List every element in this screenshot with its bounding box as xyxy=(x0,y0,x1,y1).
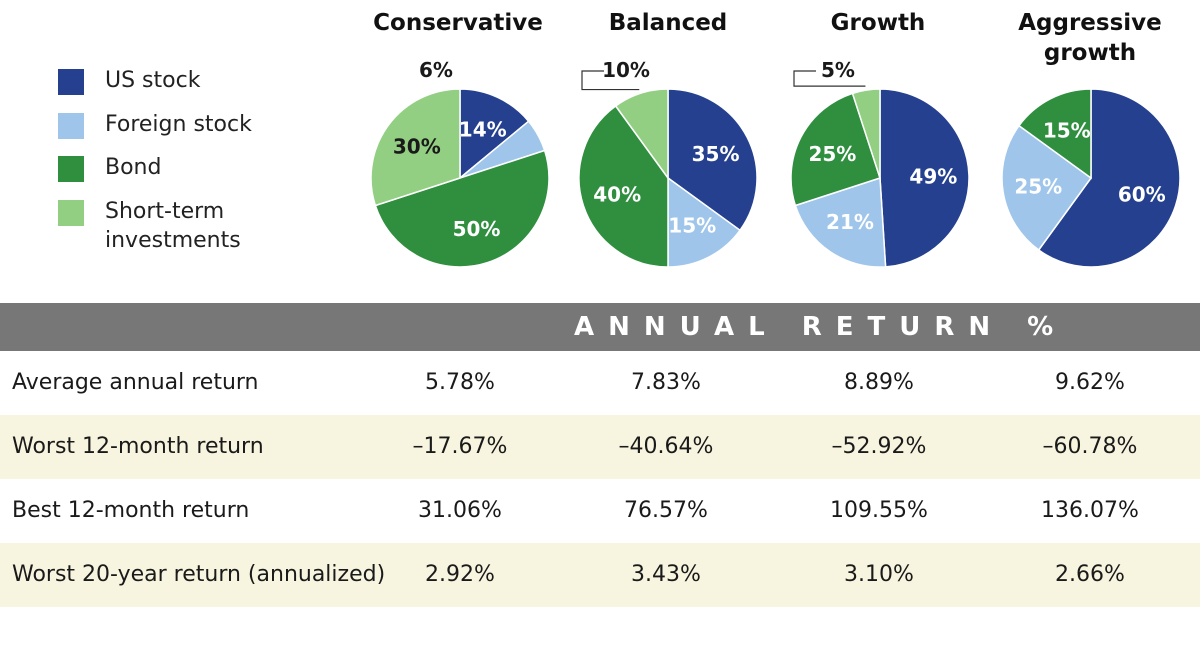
pie-slice xyxy=(879,88,970,268)
table-cell: 9.62% xyxy=(1055,370,1125,395)
table-cell: –17.67% xyxy=(412,434,508,459)
slice-label: 49% xyxy=(909,164,957,188)
slice-label: 21% xyxy=(826,210,874,234)
table-cell: 2.92% xyxy=(425,562,495,587)
legend-swatch xyxy=(58,113,84,139)
pie-slice xyxy=(578,104,669,268)
slice-label: 40% xyxy=(593,183,641,207)
slice-label: 14% xyxy=(459,118,507,142)
pie-chart: 49% 21% 25% 5% xyxy=(790,58,970,268)
leader-line xyxy=(581,70,640,91)
pie-title-balanced: Balanced xyxy=(608,10,728,36)
table-row-cutoff xyxy=(0,607,1200,671)
legend-label: Short-term investments xyxy=(105,199,241,253)
slice-label: 50% xyxy=(453,217,501,241)
pie-slice xyxy=(1037,88,1181,268)
table-cell: 8.89% xyxy=(844,370,914,395)
table-row: Worst 12-month return –17.67% –40.64% –5… xyxy=(0,415,1200,479)
table-cell: 7.83% xyxy=(631,370,701,395)
slice-label: 15% xyxy=(1043,118,1091,142)
table-row: Average annual return 5.78% 7.83% 8.89% … xyxy=(0,351,1200,415)
table-cell: 136.07% xyxy=(1041,498,1139,523)
row-label: Average annual return xyxy=(12,370,259,395)
slice-label: 15% xyxy=(668,214,716,238)
slice-label: 60% xyxy=(1118,183,1166,207)
row-label: Best 12-month return xyxy=(12,498,250,523)
row-label: Worst 12-month return xyxy=(12,434,264,459)
table-cell: –52.92% xyxy=(831,434,927,459)
slice-label: 6% xyxy=(419,58,453,82)
pie-slice xyxy=(667,176,742,268)
table-cell: –60.78% xyxy=(1042,434,1138,459)
table-cell: 31.06% xyxy=(418,498,502,523)
pie-slice xyxy=(374,149,550,268)
legend-swatch xyxy=(58,156,84,182)
table-cell: 109.55% xyxy=(830,498,928,523)
table-cell: 2.66% xyxy=(1055,562,1125,587)
slice-label: 30% xyxy=(393,135,441,159)
row-label: Worst 20-year return (annualized) xyxy=(12,562,386,587)
table-cell: 3.10% xyxy=(844,562,914,587)
table-cell: –40.64% xyxy=(618,434,714,459)
table-row: Best 12-month return 31.06% 76.57% 109.5… xyxy=(0,479,1200,543)
pie-slice xyxy=(1017,88,1092,180)
legend-label: Foreign stock xyxy=(105,112,252,137)
pie-chart: 60% 25% 15% xyxy=(1001,88,1181,268)
legend-label: Bond xyxy=(105,155,162,180)
table-cell: 3.43% xyxy=(631,562,701,587)
pie-slice xyxy=(667,88,758,232)
pie-slice xyxy=(370,88,461,207)
pie-chart: 14% 6% 50% 30% xyxy=(370,58,550,268)
pie-slice xyxy=(851,88,881,179)
legend-swatch xyxy=(58,200,84,226)
pie-slice xyxy=(614,88,669,181)
pie-slice xyxy=(459,88,530,180)
pie-slice xyxy=(794,176,887,268)
annual-return-band: ANNUAL RETURN % xyxy=(0,303,1200,351)
legend-label: US stock xyxy=(105,68,201,93)
slice-label: 10% xyxy=(602,58,650,82)
leader-line xyxy=(793,70,866,87)
slice-label: 25% xyxy=(1014,174,1062,198)
pie-slice xyxy=(790,92,881,207)
pie-charts: 14% 6% 50% 30% 35% 15% 40% 10% 49% 21% 25% 5% 60% 25%… xyxy=(370,58,1181,268)
pie-slice xyxy=(1001,124,1093,252)
table-cell: 5.78% xyxy=(425,370,495,395)
table-cell: 76.57% xyxy=(624,498,708,523)
slice-label: 35% xyxy=(692,142,740,166)
pie-title-conservative: Conservative xyxy=(373,10,543,36)
pie-chart: 35% 15% 40% 10% xyxy=(578,58,758,268)
table-row: Worst 20-year return (annualized) 2.92% … xyxy=(0,543,1200,607)
band-label: ANNUAL RETURN % xyxy=(574,312,1068,342)
legend-swatch xyxy=(58,69,84,95)
pie-title-growth: Growth xyxy=(830,10,926,36)
slice-label: 5% xyxy=(821,58,855,82)
pie-title-aggressive-growth: Aggressive growth xyxy=(1018,10,1162,66)
slice-label: 25% xyxy=(808,142,856,166)
